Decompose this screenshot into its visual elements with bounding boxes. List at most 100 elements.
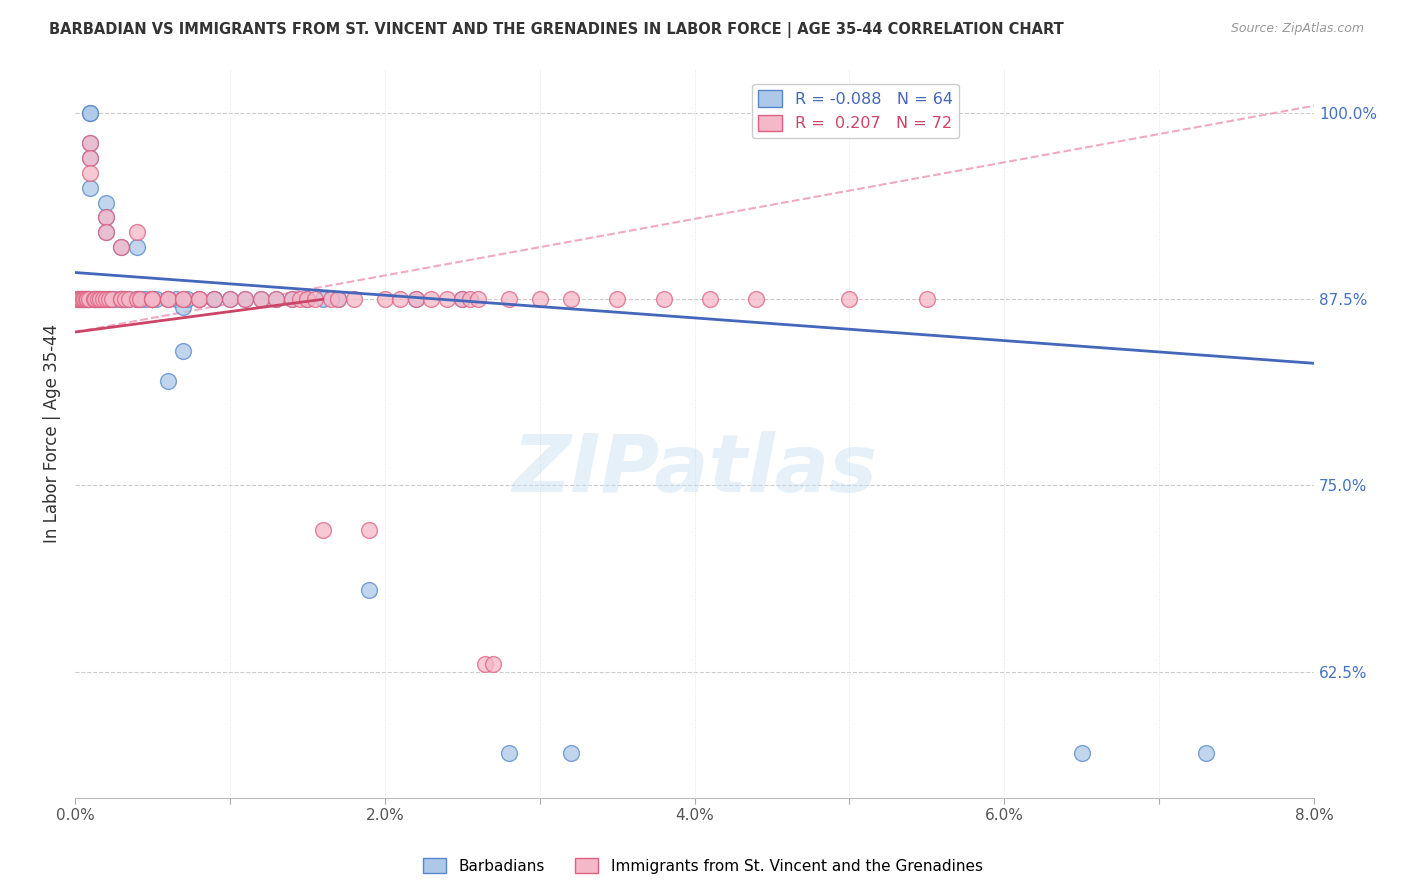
Point: [79, 136, 101, 150]
Point: [87, 293, 110, 307]
Point: [70, 293, 93, 307]
Point: [405, 293, 427, 307]
Point: [89, 293, 111, 307]
Point: [176, 293, 198, 307]
Point: [129, 293, 152, 307]
Point: [94, 293, 117, 307]
Point: [79, 166, 101, 180]
Point: [187, 293, 209, 307]
Y-axis label: In Labor Force | Age 35-44: In Labor Force | Age 35-44: [44, 324, 60, 543]
Point: [498, 747, 520, 761]
Point: [134, 293, 156, 307]
Point: [84, 293, 107, 307]
Point: [606, 293, 628, 307]
Point: [118, 293, 141, 307]
Point: [560, 747, 582, 761]
Point: [359, 523, 381, 537]
Point: [141, 293, 163, 307]
Point: [405, 293, 427, 307]
Point: [451, 293, 474, 307]
Point: [187, 293, 209, 307]
Point: [389, 293, 412, 307]
Point: [87, 293, 110, 307]
Point: [114, 293, 136, 307]
Point: [125, 225, 148, 239]
Point: [86, 293, 108, 307]
Point: [94, 195, 117, 210]
Point: [77, 293, 100, 307]
Point: [250, 293, 273, 307]
Point: [118, 293, 141, 307]
Point: [297, 293, 319, 307]
Text: ZIPatlas: ZIPatlas: [512, 431, 877, 508]
Point: [79, 106, 101, 120]
Point: [745, 293, 768, 307]
Point: [328, 293, 350, 307]
Point: [76, 293, 98, 307]
Point: [76, 293, 98, 307]
Point: [125, 293, 148, 307]
Point: [114, 293, 136, 307]
Point: [165, 293, 187, 307]
Point: [90, 293, 112, 307]
Point: [560, 293, 582, 307]
Point: [67, 293, 90, 307]
Text: Source: ZipAtlas.com: Source: ZipAtlas.com: [1230, 22, 1364, 36]
Point: [374, 293, 396, 307]
Point: [141, 293, 163, 307]
Point: [94, 211, 117, 225]
Point: [141, 293, 163, 307]
Point: [1070, 747, 1092, 761]
Point: [312, 523, 335, 537]
Point: [915, 293, 938, 307]
Point: [98, 293, 121, 307]
Point: [458, 293, 481, 307]
Point: [110, 293, 132, 307]
Point: [156, 374, 179, 388]
Point: [67, 293, 90, 307]
Point: [156, 293, 179, 307]
Point: [94, 211, 117, 225]
Point: [297, 293, 319, 307]
Point: [498, 293, 520, 307]
Point: [125, 293, 148, 307]
Point: [281, 293, 304, 307]
Point: [101, 293, 124, 307]
Point: [328, 293, 350, 307]
Point: [281, 293, 304, 307]
Point: [79, 106, 101, 120]
Point: [125, 293, 148, 307]
Point: [312, 293, 335, 307]
Point: [84, 293, 107, 307]
Point: [172, 300, 194, 314]
Point: [70, 293, 93, 307]
Point: [129, 293, 152, 307]
Point: [156, 293, 179, 307]
Point: [266, 293, 288, 307]
Point: [266, 293, 288, 307]
Point: [101, 293, 124, 307]
Point: [156, 293, 179, 307]
Point: [83, 293, 105, 307]
Point: [94, 225, 117, 239]
Point: [474, 657, 496, 671]
Point: [110, 293, 132, 307]
Point: [172, 344, 194, 359]
Point: [91, 293, 114, 307]
Point: [79, 136, 101, 150]
Point: [529, 293, 551, 307]
Point: [235, 293, 257, 307]
Point: [482, 657, 505, 671]
Point: [110, 293, 132, 307]
Point: [94, 293, 117, 307]
Text: BARBADIAN VS IMMIGRANTS FROM ST. VINCENT AND THE GRENADINES IN LABOR FORCE | AGE: BARBADIAN VS IMMIGRANTS FROM ST. VINCENT…: [49, 22, 1064, 38]
Point: [304, 293, 326, 307]
Point: [288, 293, 311, 307]
Point: [110, 240, 132, 254]
Point: [141, 293, 163, 307]
Point: [838, 293, 860, 307]
Legend: R = -0.088   N = 64, R =  0.207   N = 72: R = -0.088 N = 64, R = 0.207 N = 72: [752, 84, 959, 137]
Point: [110, 240, 132, 254]
Point: [652, 293, 675, 307]
Point: [141, 293, 163, 307]
